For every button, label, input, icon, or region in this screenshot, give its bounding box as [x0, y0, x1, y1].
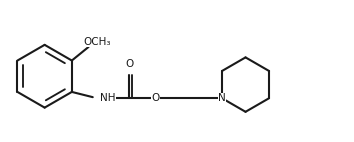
Text: O: O — [152, 93, 160, 103]
Text: NH: NH — [100, 93, 115, 103]
Text: N: N — [218, 93, 226, 103]
Text: OCH₃: OCH₃ — [84, 37, 111, 47]
Text: O: O — [125, 59, 133, 69]
Text: N: N — [218, 93, 226, 103]
